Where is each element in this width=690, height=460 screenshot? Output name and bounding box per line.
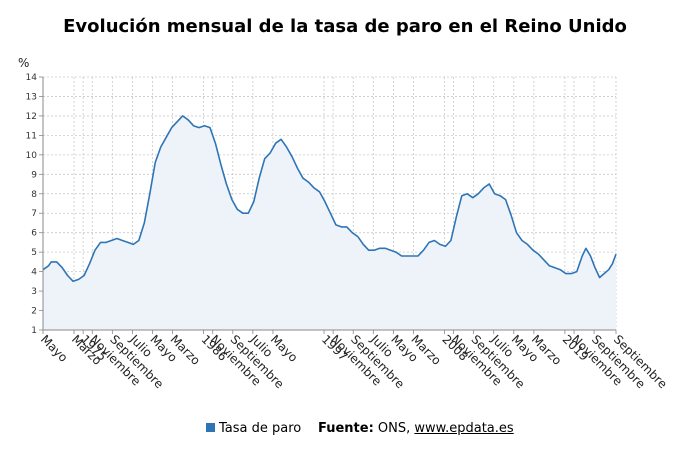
y-axis-unit-label: % xyxy=(18,56,29,70)
y-tick-label: 1 xyxy=(31,326,37,336)
y-tick-label: 8 xyxy=(31,190,37,200)
legend-swatch xyxy=(206,423,215,432)
x-axis-tick-labels: MayoMarzo1975NoviembreSeptiembreJulioMay… xyxy=(38,332,670,392)
source-note: Fuente: ONS, www.epdata.es xyxy=(318,421,514,436)
series-area-fill xyxy=(43,115,616,331)
y-tick-label: 3 xyxy=(31,287,37,297)
y-tick-label: 13 xyxy=(26,92,37,102)
series-line-tasa-de-paro xyxy=(42,115,617,283)
y-tick-label: 10 xyxy=(26,151,38,161)
source-text: ONS, xyxy=(373,421,415,436)
y-tick-label: 12 xyxy=(26,112,37,122)
chart-axes xyxy=(39,76,617,334)
y-tick-label: 5 xyxy=(31,248,37,258)
y-tick-label: 6 xyxy=(31,229,37,239)
y-tick-label: 14 xyxy=(26,73,38,83)
y-tick-label: 7 xyxy=(31,209,37,219)
y-tick-label: 11 xyxy=(26,131,37,141)
legend-label: Tasa de paro xyxy=(219,421,302,436)
source-link[interactable]: www.epdata.es xyxy=(414,421,514,436)
y-tick-label: 2 xyxy=(31,307,37,317)
legend: Tasa de paro xyxy=(206,421,301,436)
y-tick-label: 4 xyxy=(31,268,37,278)
y-tick-label: 9 xyxy=(31,170,37,180)
x-tick-label: Mayo xyxy=(38,332,71,365)
chart-title: Evolución mensual de la tasa de paro en … xyxy=(63,16,627,37)
source-prefix: Fuente: xyxy=(318,421,374,436)
